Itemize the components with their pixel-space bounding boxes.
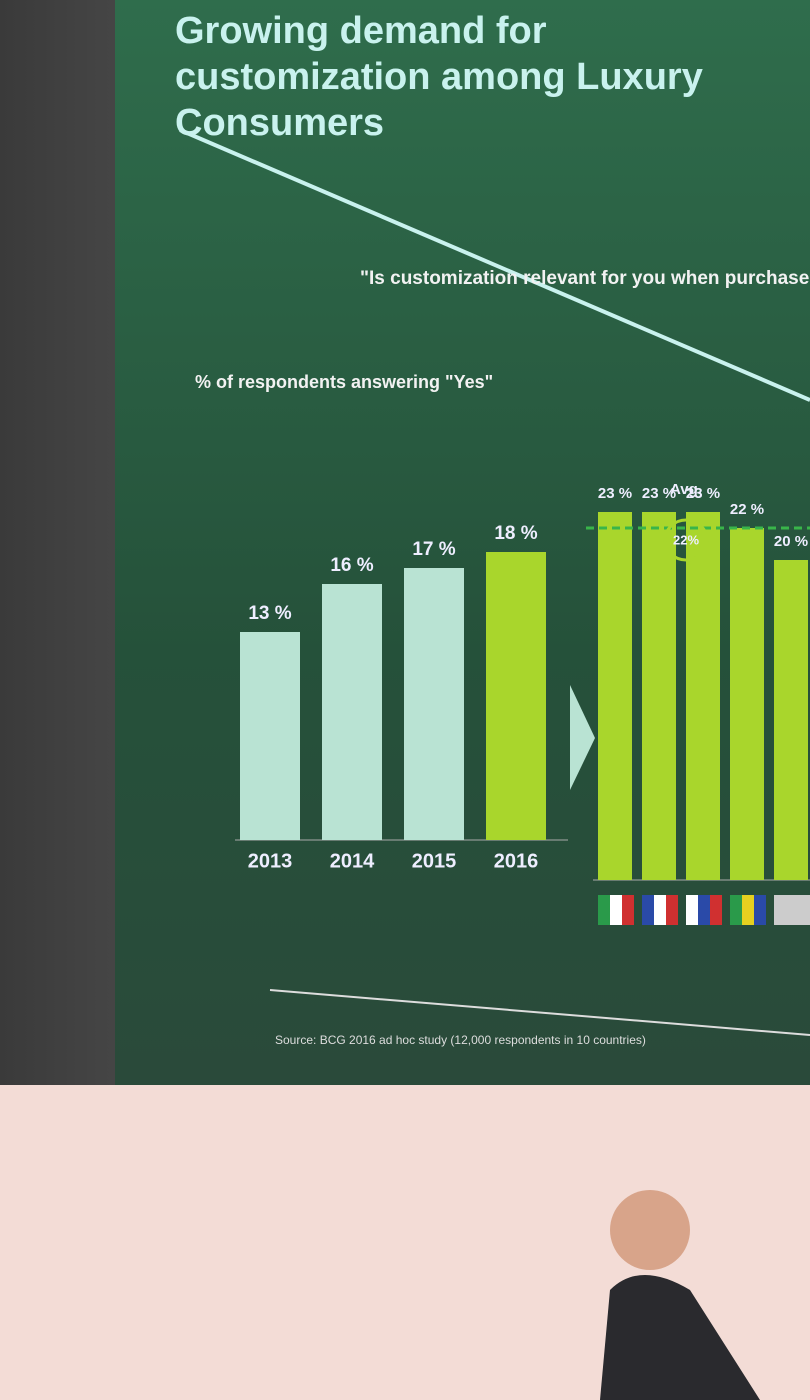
flag xyxy=(742,895,754,925)
x-tick-label: 2013 xyxy=(248,850,293,872)
y-label: % of respondents answering "Yes" xyxy=(195,372,494,392)
value-label: 23 % xyxy=(686,485,720,502)
bar xyxy=(404,568,464,840)
flag xyxy=(642,895,654,925)
flag xyxy=(686,895,698,925)
value-label: 13 % xyxy=(248,603,291,624)
footer-rule xyxy=(269,989,810,1036)
bar xyxy=(322,584,382,840)
slide-title: Growing demand for customization among L… xyxy=(175,10,703,144)
x-tick-label: 2016 xyxy=(494,850,539,872)
flag xyxy=(774,895,786,925)
flag xyxy=(754,895,766,925)
flag xyxy=(622,895,634,925)
flag xyxy=(710,895,722,925)
flag xyxy=(798,895,810,925)
bar xyxy=(686,512,720,880)
value-label: 18 % xyxy=(494,523,537,544)
arrow xyxy=(570,685,595,790)
avg-badge xyxy=(663,518,709,562)
speaker xyxy=(600,1275,760,1400)
bar xyxy=(598,512,632,880)
flag xyxy=(730,895,742,925)
bar xyxy=(774,560,808,880)
value-label: 22 % xyxy=(730,501,764,518)
bar xyxy=(730,528,764,880)
x-tick-label: 2014 xyxy=(330,850,375,872)
bar xyxy=(486,552,546,840)
flag xyxy=(598,895,610,925)
value-label: 23 % xyxy=(642,485,676,502)
bar xyxy=(642,512,676,880)
avg-title: Avg. xyxy=(670,481,702,498)
flag xyxy=(698,895,710,925)
flag xyxy=(786,895,798,925)
value-label: 16 % xyxy=(330,555,373,576)
value-label: 17 % xyxy=(412,539,455,560)
avg-value: 22% xyxy=(673,532,699,547)
flag xyxy=(654,895,666,925)
x-tick-label: 2015 xyxy=(412,850,457,872)
bar xyxy=(240,632,300,840)
value-label: 20 % xyxy=(774,533,808,550)
source: Source: BCG 2016 ad hoc study (12,000 re… xyxy=(275,1033,646,1047)
value-label: 23 % xyxy=(598,485,632,502)
flag xyxy=(666,895,678,925)
subtitle: "Is customization relevant for you when … xyxy=(360,268,810,289)
speaker-head xyxy=(610,1190,690,1270)
title-rule xyxy=(179,128,810,402)
flag xyxy=(610,895,622,925)
